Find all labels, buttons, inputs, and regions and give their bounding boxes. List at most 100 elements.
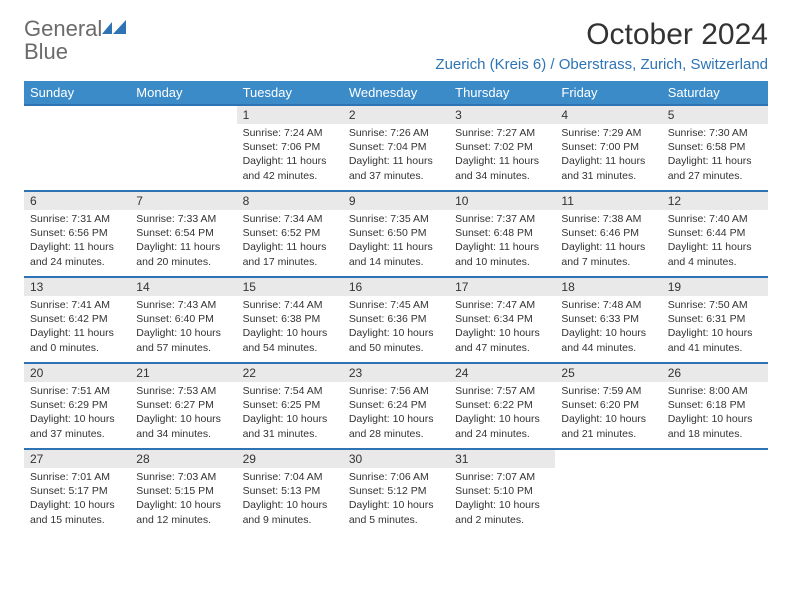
- calendar-cell: 5Sunrise: 7:30 AMSunset: 6:58 PMDaylight…: [662, 105, 768, 191]
- detail-line: and 0 minutes.: [30, 341, 124, 355]
- calendar-cell: 19Sunrise: 7:50 AMSunset: 6:31 PMDayligh…: [662, 277, 768, 363]
- detail-line: Sunrise: 7:31 AM: [30, 212, 124, 226]
- calendar-week: 20Sunrise: 7:51 AMSunset: 6:29 PMDayligh…: [24, 363, 768, 449]
- detail-line: Sunrise: 7:57 AM: [455, 384, 549, 398]
- calendar-cell: 10Sunrise: 7:37 AMSunset: 6:48 PMDayligh…: [449, 191, 555, 277]
- day-number: 18: [555, 278, 661, 296]
- detail-line: Sunrise: 7:33 AM: [136, 212, 230, 226]
- calendar-cell: 3Sunrise: 7:27 AMSunset: 7:02 PMDaylight…: [449, 105, 555, 191]
- detail-line: and 10 minutes.: [455, 255, 549, 269]
- day-details: Sunrise: 7:59 AMSunset: 6:20 PMDaylight:…: [555, 382, 661, 445]
- detail-line: Sunset: 5:13 PM: [243, 484, 337, 498]
- day-number: 14: [130, 278, 236, 296]
- calendar-table: SundayMondayTuesdayWednesdayThursdayFrid…: [24, 81, 768, 535]
- calendar-week: 27Sunrise: 7:01 AMSunset: 5:17 PMDayligh…: [24, 449, 768, 535]
- detail-line: Daylight: 10 hours: [349, 498, 443, 512]
- day-header: Friday: [555, 81, 661, 105]
- calendar-cell: 12Sunrise: 7:40 AMSunset: 6:44 PMDayligh…: [662, 191, 768, 277]
- title-block: October 2024 Zuerich (Kreis 6) / Oberstr…: [435, 18, 768, 79]
- day-number: 31: [449, 450, 555, 468]
- detail-line: Daylight: 10 hours: [30, 412, 124, 426]
- detail-line: and 54 minutes.: [243, 341, 337, 355]
- calendar-week: 6Sunrise: 7:31 AMSunset: 6:56 PMDaylight…: [24, 191, 768, 277]
- day-header: Thursday: [449, 81, 555, 105]
- detail-line: Sunset: 5:17 PM: [30, 484, 124, 498]
- detail-line: Sunrise: 7:51 AM: [30, 384, 124, 398]
- day-details: Sunrise: 7:51 AMSunset: 6:29 PMDaylight:…: [24, 382, 130, 445]
- calendar-cell: 6Sunrise: 7:31 AMSunset: 6:56 PMDaylight…: [24, 191, 130, 277]
- calendar-cell: 7Sunrise: 7:33 AMSunset: 6:54 PMDaylight…: [130, 191, 236, 277]
- detail-line: Sunset: 6:25 PM: [243, 398, 337, 412]
- detail-line: and 15 minutes.: [30, 513, 124, 527]
- day-number: 22: [237, 364, 343, 382]
- detail-line: Daylight: 10 hours: [349, 326, 443, 340]
- detail-line: Sunrise: 7:30 AM: [668, 126, 762, 140]
- detail-line: and 17 minutes.: [243, 255, 337, 269]
- detail-line: Daylight: 11 hours: [561, 154, 655, 168]
- day-number: 4: [555, 106, 661, 124]
- detail-line: and 14 minutes.: [349, 255, 443, 269]
- calendar-cell: 22Sunrise: 7:54 AMSunset: 6:25 PMDayligh…: [237, 363, 343, 449]
- calendar-cell: [662, 449, 768, 535]
- detail-line: Sunrise: 7:34 AM: [243, 212, 337, 226]
- detail-line: Sunset: 7:00 PM: [561, 140, 655, 154]
- detail-line: Sunrise: 7:44 AM: [243, 298, 337, 312]
- detail-line: Daylight: 10 hours: [455, 326, 549, 340]
- detail-line: Sunset: 7:06 PM: [243, 140, 337, 154]
- day-details: Sunrise: 7:24 AMSunset: 7:06 PMDaylight:…: [237, 124, 343, 187]
- day-details: Sunrise: 7:31 AMSunset: 6:56 PMDaylight:…: [24, 210, 130, 273]
- detail-line: Daylight: 10 hours: [349, 412, 443, 426]
- day-number: 9: [343, 192, 449, 210]
- detail-line: Daylight: 10 hours: [243, 498, 337, 512]
- day-details: Sunrise: 7:43 AMSunset: 6:40 PMDaylight:…: [130, 296, 236, 359]
- detail-line: Sunset: 6:34 PM: [455, 312, 549, 326]
- detail-line: and 12 minutes.: [136, 513, 230, 527]
- detail-line: Daylight: 11 hours: [30, 240, 124, 254]
- calendar-cell: 14Sunrise: 7:43 AMSunset: 6:40 PMDayligh…: [130, 277, 236, 363]
- calendar-cell: 15Sunrise: 7:44 AMSunset: 6:38 PMDayligh…: [237, 277, 343, 363]
- day-details: Sunrise: 7:45 AMSunset: 6:36 PMDaylight:…: [343, 296, 449, 359]
- detail-line: Daylight: 10 hours: [455, 412, 549, 426]
- detail-line: and 34 minutes.: [136, 427, 230, 441]
- logo-word-2: Blue: [24, 39, 68, 64]
- day-number: 17: [449, 278, 555, 296]
- day-details: Sunrise: 7:40 AMSunset: 6:44 PMDaylight:…: [662, 210, 768, 273]
- day-number: 7: [130, 192, 236, 210]
- detail-line: Daylight: 11 hours: [30, 326, 124, 340]
- day-details: Sunrise: 7:03 AMSunset: 5:15 PMDaylight:…: [130, 468, 236, 531]
- detail-line: Sunrise: 7:37 AM: [455, 212, 549, 226]
- calendar-cell: 29Sunrise: 7:04 AMSunset: 5:13 PMDayligh…: [237, 449, 343, 535]
- month-title: October 2024: [435, 18, 768, 52]
- day-number: 15: [237, 278, 343, 296]
- day-number: 19: [662, 278, 768, 296]
- calendar-cell: 30Sunrise: 7:06 AMSunset: 5:12 PMDayligh…: [343, 449, 449, 535]
- day-number: 24: [449, 364, 555, 382]
- detail-line: Sunset: 6:27 PM: [136, 398, 230, 412]
- day-header: Tuesday: [237, 81, 343, 105]
- day-number: 20: [24, 364, 130, 382]
- detail-line: Daylight: 11 hours: [243, 154, 337, 168]
- detail-line: and 37 minutes.: [349, 169, 443, 183]
- calendar-cell: 9Sunrise: 7:35 AMSunset: 6:50 PMDaylight…: [343, 191, 449, 277]
- day-number: 13: [24, 278, 130, 296]
- calendar-week: 1Sunrise: 7:24 AMSunset: 7:06 PMDaylight…: [24, 105, 768, 191]
- day-details: Sunrise: 7:37 AMSunset: 6:48 PMDaylight:…: [449, 210, 555, 273]
- detail-line: Sunrise: 7:50 AM: [668, 298, 762, 312]
- detail-line: and 50 minutes.: [349, 341, 443, 355]
- day-number: 6: [24, 192, 130, 210]
- detail-line: Sunset: 6:48 PM: [455, 226, 549, 240]
- day-details: Sunrise: 8:00 AMSunset: 6:18 PMDaylight:…: [662, 382, 768, 445]
- detail-line: Sunset: 6:38 PM: [243, 312, 337, 326]
- detail-line: and 44 minutes.: [561, 341, 655, 355]
- day-number: 25: [555, 364, 661, 382]
- calendar-cell: 13Sunrise: 7:41 AMSunset: 6:42 PMDayligh…: [24, 277, 130, 363]
- detail-line: Sunrise: 7:41 AM: [30, 298, 124, 312]
- calendar-cell: 2Sunrise: 7:26 AMSunset: 7:04 PMDaylight…: [343, 105, 449, 191]
- calendar-cell: 25Sunrise: 7:59 AMSunset: 6:20 PMDayligh…: [555, 363, 661, 449]
- detail-line: Daylight: 11 hours: [349, 240, 443, 254]
- day-details: Sunrise: 7:29 AMSunset: 7:00 PMDaylight:…: [555, 124, 661, 187]
- day-header: Saturday: [662, 81, 768, 105]
- detail-line: Sunset: 6:20 PM: [561, 398, 655, 412]
- detail-line: Sunset: 6:31 PM: [668, 312, 762, 326]
- detail-line: Daylight: 10 hours: [136, 498, 230, 512]
